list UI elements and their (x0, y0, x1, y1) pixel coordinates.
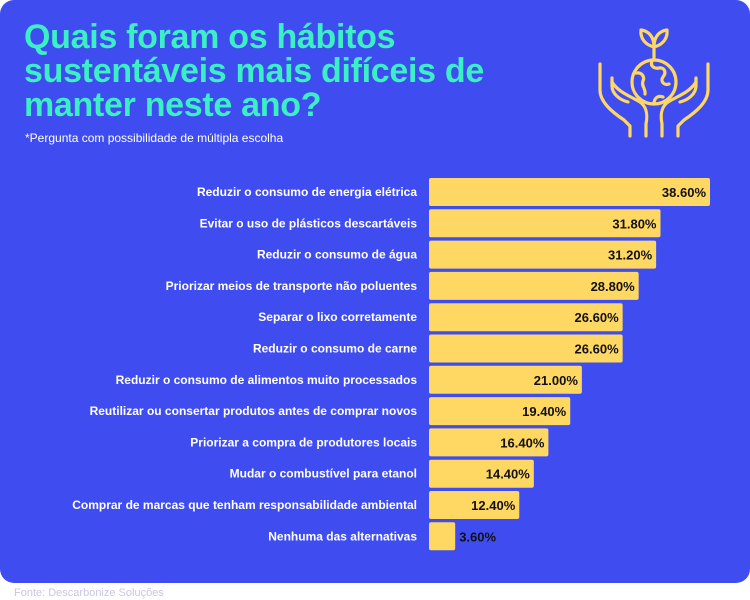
value-label: 21.00% (534, 373, 579, 388)
bar (429, 459, 534, 488)
category-label: Priorizar meios de transporte não poluen… (166, 279, 418, 293)
value-label: 16.40% (500, 435, 545, 450)
value-label: 31.20% (608, 248, 653, 263)
chart-card: Quais foram os hábitos sustentáveis mais… (0, 0, 750, 583)
value-label: 26.60% (575, 310, 620, 325)
value-label: 28.80% (591, 279, 636, 294)
source-note: Fonte: Descarbonize Soluções (14, 587, 164, 599)
value-label: 26.60% (575, 342, 620, 357)
category-label: Mudar o combustível para etanol (230, 467, 417, 481)
value-label: 31.80% (612, 216, 657, 231)
bar (429, 522, 456, 551)
subtitle-note: *Pergunta com possibilidade de múltipla … (25, 131, 284, 145)
bar (429, 428, 549, 457)
bar (429, 209, 661, 238)
category-label: Nenhuma das alternativas (268, 529, 417, 543)
value-label: 12.40% (471, 498, 516, 513)
bar (429, 178, 710, 206)
category-label: Comprar de marcas que tenham responsabil… (72, 498, 417, 512)
category-label: Reduzir o consumo de alimentos muito pro… (116, 373, 418, 387)
hands-globe-icon (598, 28, 710, 138)
category-label: Reutilizar ou consertar produtos antes d… (90, 404, 418, 418)
bar (429, 271, 639, 300)
category-label: Separar o lixo corretamente (258, 310, 417, 324)
category-label: Reduzir o consumo de carne (253, 342, 417, 356)
bar-chart: Reduzir o consumo de energia elétrica 38.… (72, 178, 710, 551)
value-label: 19.40% (522, 404, 567, 419)
page-title: Quais foram os hábitos sustentáveis mais… (24, 18, 484, 124)
bar (429, 303, 623, 332)
category-label: Reduzir o consumo de energia elétrica (197, 185, 417, 199)
bar (429, 397, 571, 426)
category-label: Evitar o uso de plásticos descartáveis (200, 216, 418, 230)
value-label: 38.60% (662, 185, 707, 200)
value-label: 14.40% (486, 467, 531, 482)
value-label: 3.60% (459, 529, 496, 544)
category-label: Reduzir o consumo de água (257, 248, 417, 262)
bar (429, 240, 657, 269)
bar (429, 491, 520, 519)
bar (429, 334, 623, 363)
category-label: Priorizar a compra de produtores locais (190, 435, 417, 449)
bar (429, 365, 582, 394)
